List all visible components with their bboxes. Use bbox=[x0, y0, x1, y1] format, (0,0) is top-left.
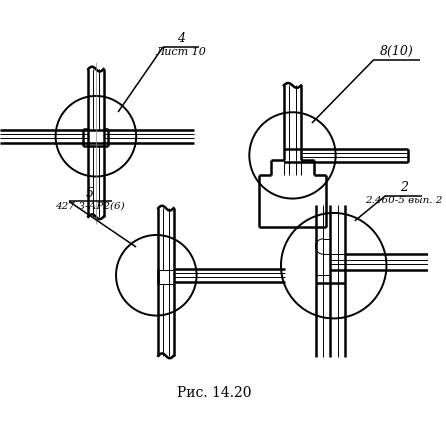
Text: 427-3-АР2(6): 427-3-АР2(6) bbox=[55, 201, 125, 210]
Text: 5: 5 bbox=[86, 187, 94, 200]
Text: Лист 10: Лист 10 bbox=[156, 47, 206, 57]
Text: 8(10): 8(10) bbox=[380, 44, 414, 58]
Text: 2: 2 bbox=[400, 181, 408, 194]
Text: 4: 4 bbox=[177, 32, 185, 45]
Text: Рис. 14.20: Рис. 14.20 bbox=[177, 386, 251, 400]
Text: 2.460-5 вып. 2: 2.460-5 вып. 2 bbox=[365, 196, 442, 205]
